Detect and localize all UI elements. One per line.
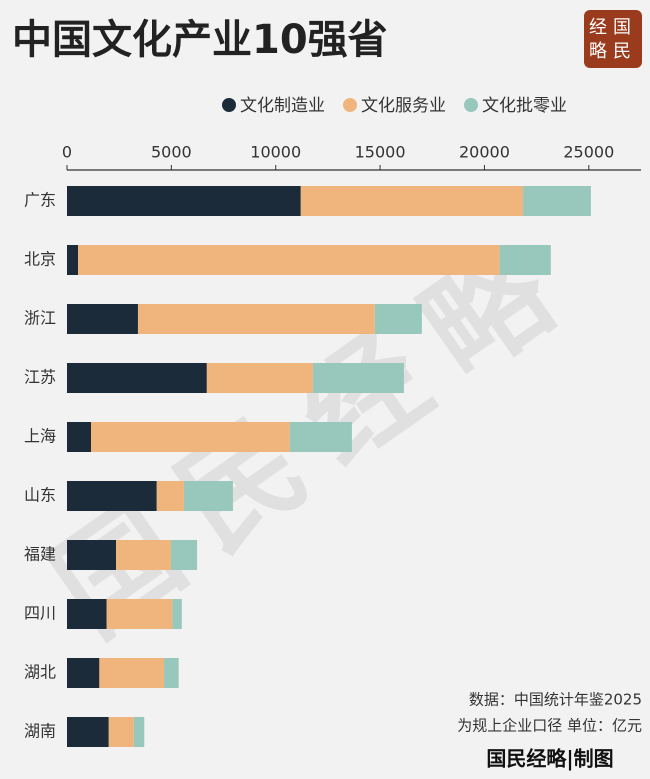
y-tick-label: 广东 <box>24 191 56 210</box>
y-tick-label: 江苏 <box>24 368 56 387</box>
legend-label: 文化服务业 <box>361 96 446 116</box>
bar-segment <box>67 422 92 452</box>
bar-segment <box>91 422 290 452</box>
annotation: 为规上企业口径 单位：亿元 <box>457 717 642 735</box>
bar-segment <box>67 186 301 216</box>
bar-segment <box>133 717 145 747</box>
bar-segment <box>106 599 173 629</box>
x-tick-label: 5000 <box>151 143 192 162</box>
y-tick-label: 上海 <box>24 427 56 446</box>
y-tick-label: 山东 <box>24 486 56 505</box>
logo-text: 经国 <box>589 17 637 38</box>
y-tick-label: 浙江 <box>24 309 56 328</box>
legend-marker <box>343 98 357 112</box>
bar-segment <box>78 245 500 275</box>
x-tick-label: 20000 <box>459 143 510 162</box>
bar-segment <box>67 363 207 393</box>
bar-segment <box>183 481 233 511</box>
legend-marker <box>222 98 236 112</box>
logo-box <box>584 10 642 68</box>
bar-segment <box>67 245 79 275</box>
bar-segment <box>99 658 165 688</box>
bar-segment <box>523 186 591 216</box>
bar-segment <box>67 717 109 747</box>
x-tick-label: 10000 <box>250 143 301 162</box>
bar-segment <box>156 481 184 511</box>
bar-segment <box>164 658 179 688</box>
legend-label: 文化批零业 <box>482 96 567 116</box>
legend-label: 文化制造业 <box>240 96 325 116</box>
bar-segment <box>137 304 375 334</box>
bar-segment <box>67 658 100 688</box>
chart-title: 中国文化产业10强省 <box>12 17 388 63</box>
bar-segment <box>289 422 352 452</box>
y-tick-label: 北京 <box>24 250 56 269</box>
bar-segment <box>67 540 117 570</box>
bar-segment <box>172 599 182 629</box>
bar-segment <box>499 245 551 275</box>
footer: 国民经略|制图 <box>486 747 613 771</box>
bar-segment <box>116 540 171 570</box>
bar-segment <box>300 186 524 216</box>
y-tick-label: 福建 <box>24 545 56 564</box>
bar-segment <box>67 481 157 511</box>
annotation: 数据：中国统计年鉴2025 <box>469 691 642 709</box>
y-tick-label: 四川 <box>24 604 56 623</box>
bar-segment <box>108 717 134 747</box>
bar-segment <box>374 304 422 334</box>
y-tick-label: 湖南 <box>24 722 56 741</box>
bar-segment <box>312 363 404 393</box>
bar-segment <box>170 540 198 570</box>
x-tick-label: 25000 <box>563 143 614 162</box>
bar-segment <box>67 599 107 629</box>
y-tick-label: 湖北 <box>24 663 56 682</box>
bar-segment <box>206 363 313 393</box>
logo-text: 略民 <box>589 41 637 62</box>
x-tick-label: 15000 <box>355 143 406 162</box>
x-tick-label: 0 <box>62 143 72 162</box>
bar-segment <box>67 304 138 334</box>
legend-marker <box>464 98 478 112</box>
